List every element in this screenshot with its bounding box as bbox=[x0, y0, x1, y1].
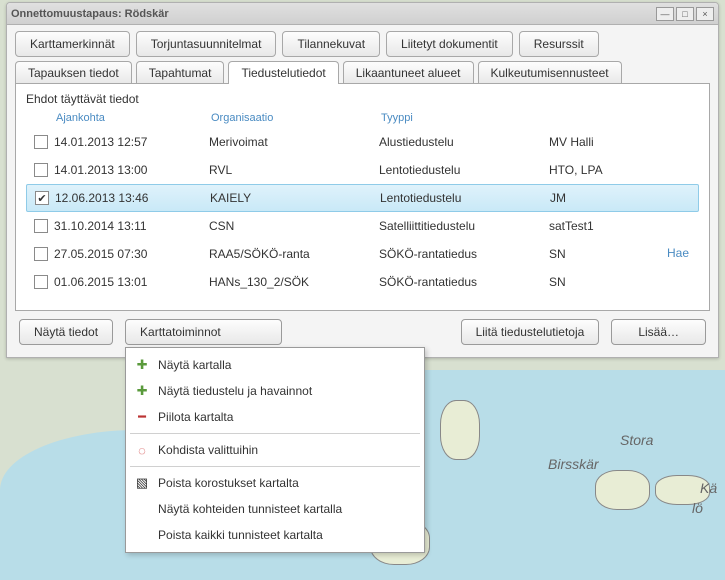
target-red-icon: ◌ bbox=[134, 442, 150, 458]
tab-liitetyt-dokumentit[interactable]: Liitetyt dokumentit bbox=[386, 31, 513, 57]
menu-item[interactable]: ✚ Näytä kartalla bbox=[126, 352, 424, 378]
menu-item-label: Kohdista valittuihin bbox=[158, 443, 258, 457]
map-label: lö bbox=[692, 500, 703, 516]
row-checkbox[interactable] bbox=[34, 219, 48, 233]
map-label: Birsskär bbox=[548, 456, 599, 472]
window-title: Onnettomuustapaus: Rödskär bbox=[11, 8, 654, 20]
map-ops-button[interactable]: Karttatoiminnot bbox=[125, 319, 282, 345]
tab-row-lower: Tapauksen tiedot Tapahtumat Tiedusteluti… bbox=[7, 57, 718, 84]
cell-time: 01.06.2015 13:01 bbox=[54, 275, 209, 289]
menu-item-label: Näytä kartalla bbox=[158, 358, 231, 372]
cell-extra: satTest1 bbox=[549, 219, 699, 233]
row-checkbox[interactable] bbox=[34, 135, 48, 149]
tab-karttamerkinnat[interactable]: Karttamerkinnät bbox=[15, 31, 130, 57]
maximize-button[interactable]: □ bbox=[676, 7, 694, 21]
cell-time: 27.05.2015 07:30 bbox=[54, 247, 209, 261]
table-row[interactable]: 14.01.2013 12:57MerivoimatAlustiedustelu… bbox=[26, 128, 699, 156]
cell-time: 14.01.2013 13:00 bbox=[54, 163, 209, 177]
menu-separator bbox=[130, 433, 420, 434]
cell-time: 31.10.2014 13:11 bbox=[54, 219, 209, 233]
cell-extra: HTO, LPA bbox=[549, 163, 699, 177]
menu-item[interactable]: Poista kaikki tunnisteet kartalta bbox=[126, 522, 424, 548]
cell-org: RVL bbox=[209, 163, 379, 177]
subtab-tapahtumat[interactable]: Tapahtumat bbox=[136, 61, 225, 84]
map-ops-menu: ✚ Näytä kartalla ✚ Näytä tiedustelu ja hava… bbox=[125, 347, 425, 553]
menu-item-label: Näytä tiedustelu ja havainnot bbox=[158, 384, 312, 398]
cell-type: Lentotiedustelu bbox=[379, 163, 549, 177]
menu-separator bbox=[130, 466, 420, 467]
hae-link[interactable]: Hae bbox=[667, 246, 689, 260]
attach-button[interactable]: Liitä tiedustelutietoja bbox=[461, 319, 600, 345]
table-row[interactable]: 01.06.2015 13:01HANs_130_2/SÖKSÖKÖ-ranta… bbox=[26, 268, 699, 296]
tab-tilannekuvat[interactable]: Tilannekuvat bbox=[282, 31, 380, 57]
cell-extra: SN bbox=[549, 275, 699, 289]
menu-item[interactable]: Näytä kohteiden tunnisteet kartalla bbox=[126, 496, 424, 522]
cell-type: SÖKÖ-rantatiedus bbox=[379, 247, 549, 261]
subtab-likaantuneet-alueet[interactable]: Likaantuneet alueet bbox=[343, 61, 474, 84]
tab-resurssit[interactable]: Resurssit bbox=[519, 31, 599, 57]
cell-org: RAA5/SÖKÖ-ranta bbox=[209, 247, 379, 261]
titlebar[interactable]: Onnettomuustapaus: Rödskär — □ × bbox=[7, 3, 718, 25]
dialog-window: Onnettomuustapaus: Rödskär — □ × Karttam… bbox=[6, 2, 719, 358]
menu-item-label: Poista korostukset kartalta bbox=[158, 476, 299, 490]
menu-item-label: Poista kaikki tunnisteet kartalta bbox=[158, 528, 323, 542]
menu-item[interactable]: ▧ Poista korostukset kartalta bbox=[126, 470, 424, 496]
cell-org: Merivoimat bbox=[209, 135, 379, 149]
cell-extra: MV Halli bbox=[549, 135, 699, 149]
col-header-time[interactable]: Ajankohta bbox=[56, 112, 211, 124]
column-headers: Ajankohta Organisaatio Tyyppi bbox=[56, 112, 699, 124]
button-row: Näytä tiedot Karttatoiminnot ✚Näytä kart… bbox=[7, 319, 718, 357]
close-button[interactable]: × bbox=[696, 7, 714, 21]
cell-type: Satelliittitiedustelu bbox=[379, 219, 549, 233]
minimize-button[interactable]: — bbox=[656, 7, 674, 21]
tab-torjuntasuunnitelmat[interactable]: Torjuntasuunnitelmat bbox=[136, 31, 277, 57]
show-details-button[interactable]: Näytä tiedot bbox=[19, 319, 113, 345]
menu-item-label: Piilota kartalta bbox=[158, 410, 233, 424]
pane-title: Ehdot täyttävät tiedot bbox=[26, 92, 699, 106]
minus-red-icon: ━ bbox=[134, 409, 150, 425]
row-checkbox[interactable] bbox=[34, 247, 48, 261]
table-row[interactable]: 14.01.2013 13:00RVLLentotiedusteluHTO, L… bbox=[26, 156, 699, 184]
cell-type: Alustiedustelu bbox=[379, 135, 549, 149]
subtab-tiedustelutiedot[interactable]: Tiedustelutiedot bbox=[228, 61, 338, 84]
menu-item[interactable]: ━ Piilota kartalta bbox=[126, 404, 424, 430]
row-checkbox[interactable]: ✔ bbox=[35, 191, 49, 205]
cell-time: 14.01.2013 12:57 bbox=[54, 135, 209, 149]
cell-type: Lentotiedustelu bbox=[380, 191, 550, 205]
clear-icon: ▧ bbox=[134, 475, 150, 491]
more-button[interactable]: Lisää… bbox=[611, 319, 706, 345]
table-row[interactable]: 31.10.2014 13:11CSNSatelliittitiedustelu… bbox=[26, 212, 699, 240]
subtab-tapauksen-tiedot[interactable]: Tapauksen tiedot bbox=[15, 61, 132, 84]
cell-type: SÖKÖ-rantatiedus bbox=[379, 275, 549, 289]
map-label: Stora bbox=[620, 432, 653, 448]
content-pane: Ehdot täyttävät tiedot Ajankohta Organis… bbox=[15, 83, 710, 311]
table-row[interactable]: 27.05.2015 07:30RAA5/SÖKÖ-rantaSÖKÖ-rant… bbox=[26, 240, 699, 268]
menu-item-label: Näytä kohteiden tunnisteet kartalla bbox=[158, 502, 342, 516]
cell-org: KAIELY bbox=[210, 191, 380, 205]
menu-item[interactable]: ◌ Kohdista valittuihin bbox=[126, 437, 424, 463]
map-label: Kä bbox=[700, 480, 717, 496]
row-checkbox[interactable] bbox=[34, 275, 48, 289]
menu-item[interactable]: ✚ Näytä tiedustelu ja havainnot bbox=[126, 378, 424, 404]
data-grid: 14.01.2013 12:57MerivoimatAlustiedustelu… bbox=[26, 128, 699, 296]
cell-extra: JM bbox=[550, 191, 698, 205]
blank-icon bbox=[134, 501, 150, 517]
plus-green-icon: ✚ bbox=[134, 383, 150, 399]
blank-icon bbox=[134, 527, 150, 543]
cell-org: CSN bbox=[209, 219, 379, 233]
map-ops-dropdown: Karttatoiminnot ✚Näytä kartalla✚Näytä ti… bbox=[125, 319, 282, 345]
cell-time: 12.06.2013 13:46 bbox=[55, 191, 210, 205]
col-header-org[interactable]: Organisaatio bbox=[211, 112, 381, 124]
row-checkbox[interactable] bbox=[34, 163, 48, 177]
table-row[interactable]: ✔ 12.06.2013 13:46KAIELYLentotiedusteluJM bbox=[26, 184, 699, 212]
plus-green-icon: ✚ bbox=[134, 357, 150, 373]
cell-org: HANs_130_2/SÖK bbox=[209, 275, 379, 289]
subtab-kulkeutumisennusteet[interactable]: Kulkeutumisennusteet bbox=[478, 61, 622, 84]
col-header-type[interactable]: Tyyppi bbox=[381, 112, 551, 124]
tab-row-upper: Karttamerkinnät Torjuntasuunnitelmat Til… bbox=[7, 25, 718, 57]
